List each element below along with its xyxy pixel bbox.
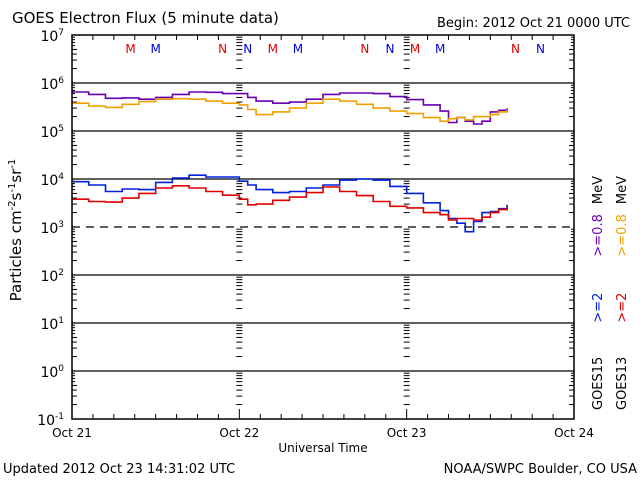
series-goes13-0-8-mev [72,97,508,122]
legend-entry: GOES13>=2>=0.8MeV [615,176,630,410]
marker-label: M [410,42,420,56]
x-tick-label: Oct 21 [52,426,92,440]
series-lines [72,91,508,233]
updated-timestamp: Updated 2012 Oct 23 14:31:02 UTC [3,462,235,477]
marker-label: M [268,42,278,56]
x-tick-label: Oct 22 [219,426,259,440]
marker-label: N [360,42,369,56]
marker-label: M [435,42,445,56]
svg-text:Particles cm-2s-1sr-1: Particles cm-2s-1sr-1 [7,159,25,302]
legend-column: GOES13>=2>=0.8MeV [615,176,630,410]
legend-column: GOES15>=2>=0.8MeV [591,176,606,410]
marker-label: M [150,42,160,56]
credit-label: NOAA/SWPC Boulder, CO USA [444,462,637,477]
marker-label: N [511,42,520,56]
axis-ticks [72,35,574,419]
gridlines [72,82,574,372]
chart-title: GOES Electron Flux (5 minute data) [12,9,279,27]
legend: GOES15>=2>=0.8MeV GOES13>=2>=0.8MeV [591,176,630,410]
series-goes13-2-mev [72,185,508,221]
y-tick-label: 106 [40,76,64,93]
x-tick-label: Oct 24 [554,426,594,440]
y-tick-label: 102 [40,268,64,285]
y-tick-label: 100 [40,364,64,381]
y-axis-label: Particles cm-2s-1sr-1 [7,159,25,302]
begin-label: Begin: 2012 Oct 21 0000 UTC [437,16,630,31]
y-tick-label: 101 [40,316,64,333]
y-tick-label: 107 [40,28,64,45]
plot-frame [71,34,575,420]
x-tick-label: Oct 23 [387,426,427,440]
marker-label: M [293,42,303,56]
y-tick-label: 104 [40,172,64,189]
x-tick-labels: Oct 21 Oct 22 Oct 23 Oct 24 [52,426,594,440]
y-tick-label: 103 [40,220,64,237]
series-goes15-2-mev [72,174,508,233]
legend-entry: GOES15>=2>=0.8MeV [591,176,606,410]
x-axis-label: Universal Time [278,441,367,455]
marker-label: N [218,42,227,56]
marker-label: N [536,42,545,56]
marker-label: N [243,42,252,56]
marker-label: M [125,42,135,56]
y-tick-labels: 107 106 105 104 103 102 101 100 10-1 [37,28,64,429]
y-tick-label: 105 [40,124,64,141]
y-tick-label: 10-1 [37,412,64,429]
marker-label: N [385,42,394,56]
